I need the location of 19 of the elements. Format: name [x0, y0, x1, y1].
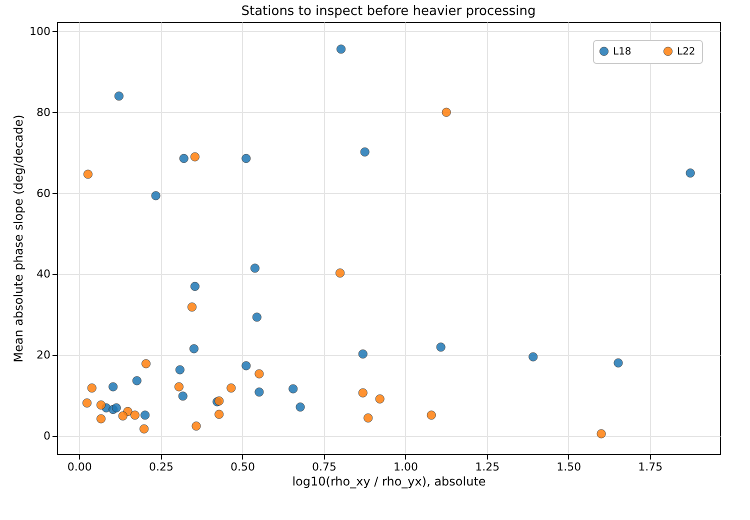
y-tick-label: 40 [36, 268, 50, 281]
x-tick-label: 0.25 [148, 460, 174, 474]
y-tick-label: 60 [36, 186, 50, 200]
y-tick-label: 20 [36, 348, 50, 362]
legend-label: L18 [613, 46, 632, 58]
y-tick-label: 0 [44, 430, 50, 443]
y-tick-label: 100 [30, 24, 50, 38]
x-tick-label: 0.00 [67, 460, 92, 474]
x-tick-label: 1.25 [475, 460, 500, 474]
legend-label: L22 [677, 46, 696, 58]
y-tick-label: 80 [36, 106, 50, 119]
y-axis-title: Mean absolute phase slope (deg/decade) [12, 114, 26, 362]
x-tick-label: 1.75 [638, 460, 663, 474]
x-axis-title: log10(rho_xy / rho_yx), absolute [292, 474, 486, 488]
chart-title: Stations to inspect before heavier processing [241, 4, 536, 19]
x-tick-label: 0.50 [230, 460, 255, 474]
x-tick-label: 1.00 [394, 460, 418, 474]
x-tick-label: 1.50 [556, 460, 582, 474]
x-tick-label: 0.75 [312, 460, 337, 474]
